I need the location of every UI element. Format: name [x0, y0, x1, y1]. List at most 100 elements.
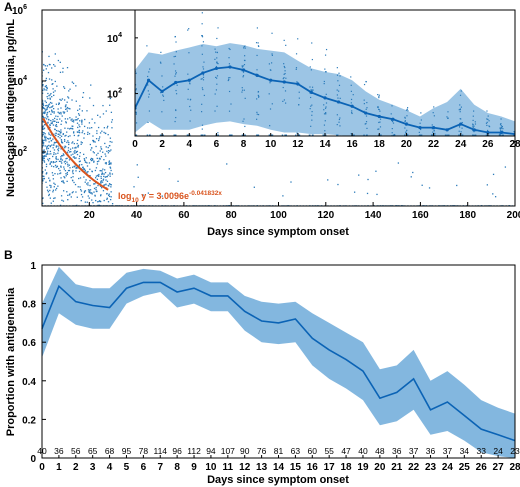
scatter-point [52, 83, 54, 85]
inset-x-tick-label: 28 [509, 139, 520, 150]
scatter-point [42, 159, 44, 162]
scatter-point [50, 119, 52, 122]
scatter-point [63, 99, 66, 101]
inset-point [473, 125, 475, 127]
proportion-line [41, 281, 516, 442]
inset-point [499, 134, 501, 136]
scatter-point [69, 88, 71, 90]
inset-point [161, 111, 163, 113]
inset-median-point [309, 90, 314, 95]
scatter-point [92, 151, 94, 153]
scatter-point [42, 126, 44, 128]
scatter-point [504, 166, 507, 168]
scatter-point [109, 150, 111, 152]
inset-median-point [160, 89, 164, 93]
scatter-point [60, 166, 62, 168]
scatter-point [93, 152, 95, 154]
scatter-point [81, 142, 83, 144]
inset-point [284, 134, 287, 136]
inset-point [231, 134, 233, 136]
inset-point [201, 35, 203, 37]
inset-point [458, 130, 460, 132]
scatter-point [54, 161, 56, 163]
scatter-point [79, 120, 81, 122]
scatter-point [74, 149, 76, 152]
scatter-point [87, 189, 90, 191]
scatter-point [47, 106, 49, 108]
scatter-point [100, 182, 102, 184]
inset-point [160, 62, 162, 64]
inset-x-tick-label: 26 [482, 139, 494, 150]
inset-point [175, 89, 177, 92]
scatter-point [53, 94, 55, 97]
scatter-point [60, 135, 63, 137]
scatter-point [44, 138, 46, 140]
inset-point [282, 100, 284, 102]
inset-point [160, 92, 162, 94]
scatter-point [49, 63, 51, 66]
scatter-point [104, 153, 106, 155]
inset-point [162, 95, 165, 97]
scatter-point [133, 186, 135, 188]
scatter-point [48, 103, 51, 105]
y-tick-label: 0.6 [22, 338, 36, 349]
count-label: 55 [324, 446, 334, 456]
scatter-point [64, 163, 67, 165]
inset-point [175, 116, 177, 119]
scatter-point [49, 124, 51, 126]
inset-point [215, 65, 218, 68]
scatter-point [100, 181, 102, 183]
inset-point [378, 97, 380, 99]
scatter-point [58, 112, 61, 115]
scatter-point [47, 160, 50, 162]
scatter-point [49, 94, 51, 96]
scatter-point [59, 137, 61, 139]
inset-point [434, 132, 436, 135]
scatter-point [59, 118, 61, 120]
scatter-point [70, 151, 72, 153]
scatter-point [51, 144, 53, 146]
scatter-point [88, 197, 90, 199]
inset-median-point [404, 122, 409, 126]
scatter-point [42, 116, 45, 119]
inset-point [284, 90, 287, 92]
scatter-point [43, 127, 46, 129]
x-tick-label: 20 [374, 462, 386, 473]
scatter-point [82, 168, 84, 170]
scatter-point [94, 169, 97, 172]
inset-point [390, 119, 393, 122]
scatter-point [70, 176, 72, 179]
inset-point [474, 134, 477, 136]
scatter-point [64, 135, 66, 137]
scatter-point [52, 174, 54, 176]
scatter-point [54, 189, 57, 191]
inset-median-point [323, 96, 327, 100]
scatter-point [45, 105, 47, 107]
scatter-point [89, 179, 91, 182]
x-tick-label: 18 [341, 462, 353, 473]
scatter-point [69, 193, 71, 195]
scatter-point [63, 176, 65, 178]
scatter-point [90, 159, 93, 162]
scatter-point [111, 141, 113, 143]
scatter-point [73, 156, 75, 158]
scatter-point [93, 161, 95, 163]
inset-point [392, 134, 395, 136]
scatter-point [74, 157, 76, 159]
scatter-point [68, 194, 71, 196]
scatter-point [71, 127, 73, 130]
x-tick-label: 100 [270, 210, 287, 221]
scatter-point [59, 132, 62, 134]
scatter-point [46, 153, 48, 155]
scatter-point [44, 123, 46, 126]
inset-point [472, 134, 474, 136]
scatter-point [109, 166, 111, 168]
scatter-point [51, 96, 53, 98]
scatter-point [56, 165, 58, 168]
scatter-point [45, 163, 48, 165]
sample-counts: 40 36 56 65 68 95 78 114 96 112 94 107 90 76 81 63 60 55 4… [37, 446, 520, 456]
scatter-point [46, 186, 48, 188]
inset-point [203, 61, 205, 63]
inset-point [487, 115, 489, 117]
scatter-point [137, 176, 139, 178]
